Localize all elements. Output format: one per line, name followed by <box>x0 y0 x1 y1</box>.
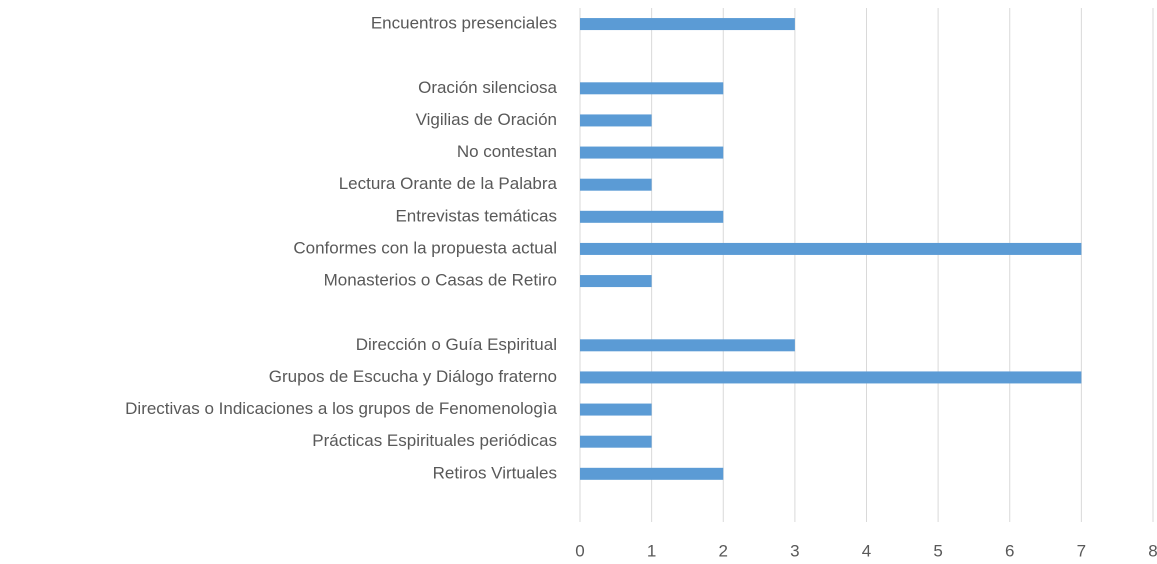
y-tick-label: Encuentros presenciales <box>371 14 557 33</box>
y-tick-label: Vigilias de Oración <box>416 110 557 129</box>
y-tick-label: Prácticas Espirituales periódicas <box>312 431 557 450</box>
x-tick-label: 1 <box>647 541 656 560</box>
y-tick-label: Retiros Virtuales <box>433 463 557 482</box>
y-tick-label: Dirección o Guía Espiritual <box>356 335 557 354</box>
x-tick-label: 5 <box>933 541 942 560</box>
bar <box>580 146 724 159</box>
bar <box>580 82 724 95</box>
y-tick-label: Entrevistas temáticas <box>395 206 557 225</box>
bar <box>580 275 652 288</box>
bar <box>580 18 795 31</box>
bar <box>580 403 652 416</box>
bar <box>580 371 1082 384</box>
x-tick-label: 0 <box>575 541 584 560</box>
bar <box>580 242 1082 255</box>
bar <box>580 435 652 448</box>
y-tick-label: Directivas o Indicaciones a los grupos d… <box>125 399 557 418</box>
bar <box>580 339 795 352</box>
x-tick-label: 2 <box>719 541 728 560</box>
y-tick-label: Monasterios o Casas de Retiro <box>324 271 557 290</box>
x-tick-label: 7 <box>1077 541 1086 560</box>
y-tick-label: Grupos de Escucha y Diálogo fraterno <box>269 367 557 386</box>
y-tick-label: No contestan <box>457 142 557 161</box>
y-tick-label: Oración silenciosa <box>418 78 557 97</box>
bar <box>580 114 652 127</box>
x-tick-label: 3 <box>790 541 799 560</box>
bar <box>580 467 724 480</box>
x-tick-label: 4 <box>862 541 871 560</box>
x-tick-label: 6 <box>1005 541 1014 560</box>
y-tick-label: Conformes con la propuesta actual <box>293 238 557 257</box>
bar <box>580 178 652 191</box>
bar <box>580 210 724 223</box>
x-tick-label: 8 <box>1148 541 1157 560</box>
y-tick-label: Lectura Orante de la Palabra <box>339 174 558 193</box>
